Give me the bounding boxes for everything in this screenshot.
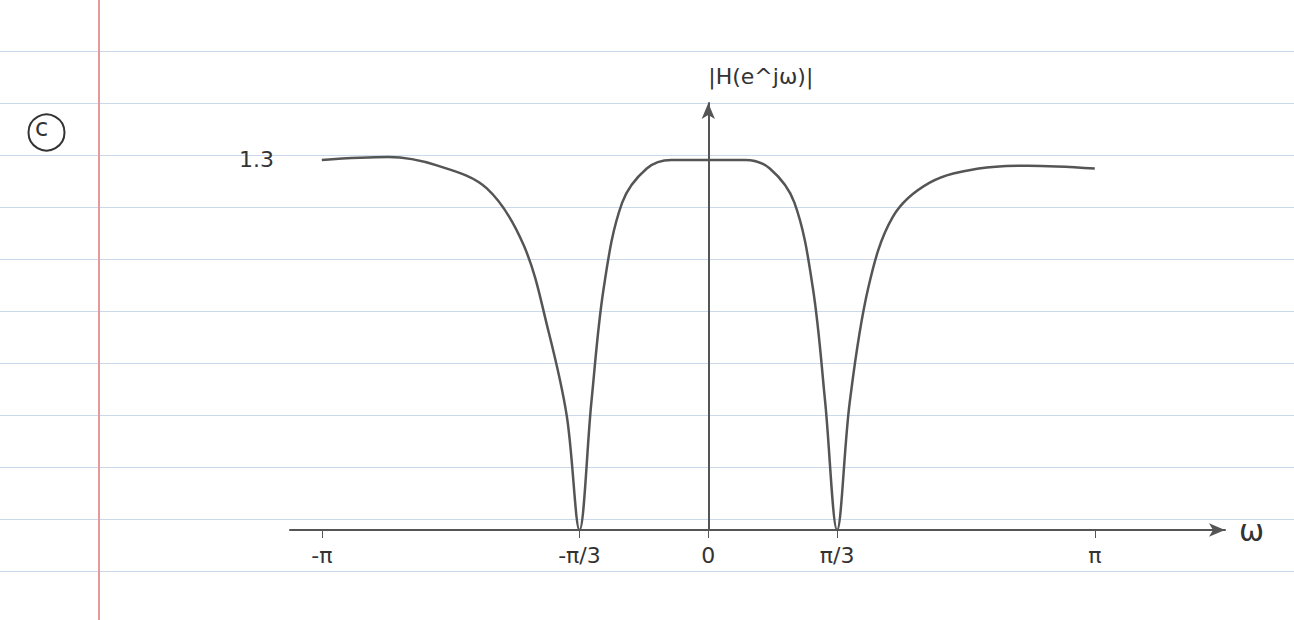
svg-text:1.3: 1.3 [239,147,274,172]
svg-text:-π/3: -π/3 [558,543,601,568]
svg-text:|H(e^jω)|: |H(e^jω)| [708,64,813,90]
svg-text:0: 0 [701,543,715,568]
svg-text:c: c [35,114,48,142]
svg-text:π/3: π/3 [820,543,855,568]
svg-text:-π: -π [311,543,332,568]
svg-text:ω: ω [1239,513,1264,548]
svg-text:π: π [1088,543,1101,568]
